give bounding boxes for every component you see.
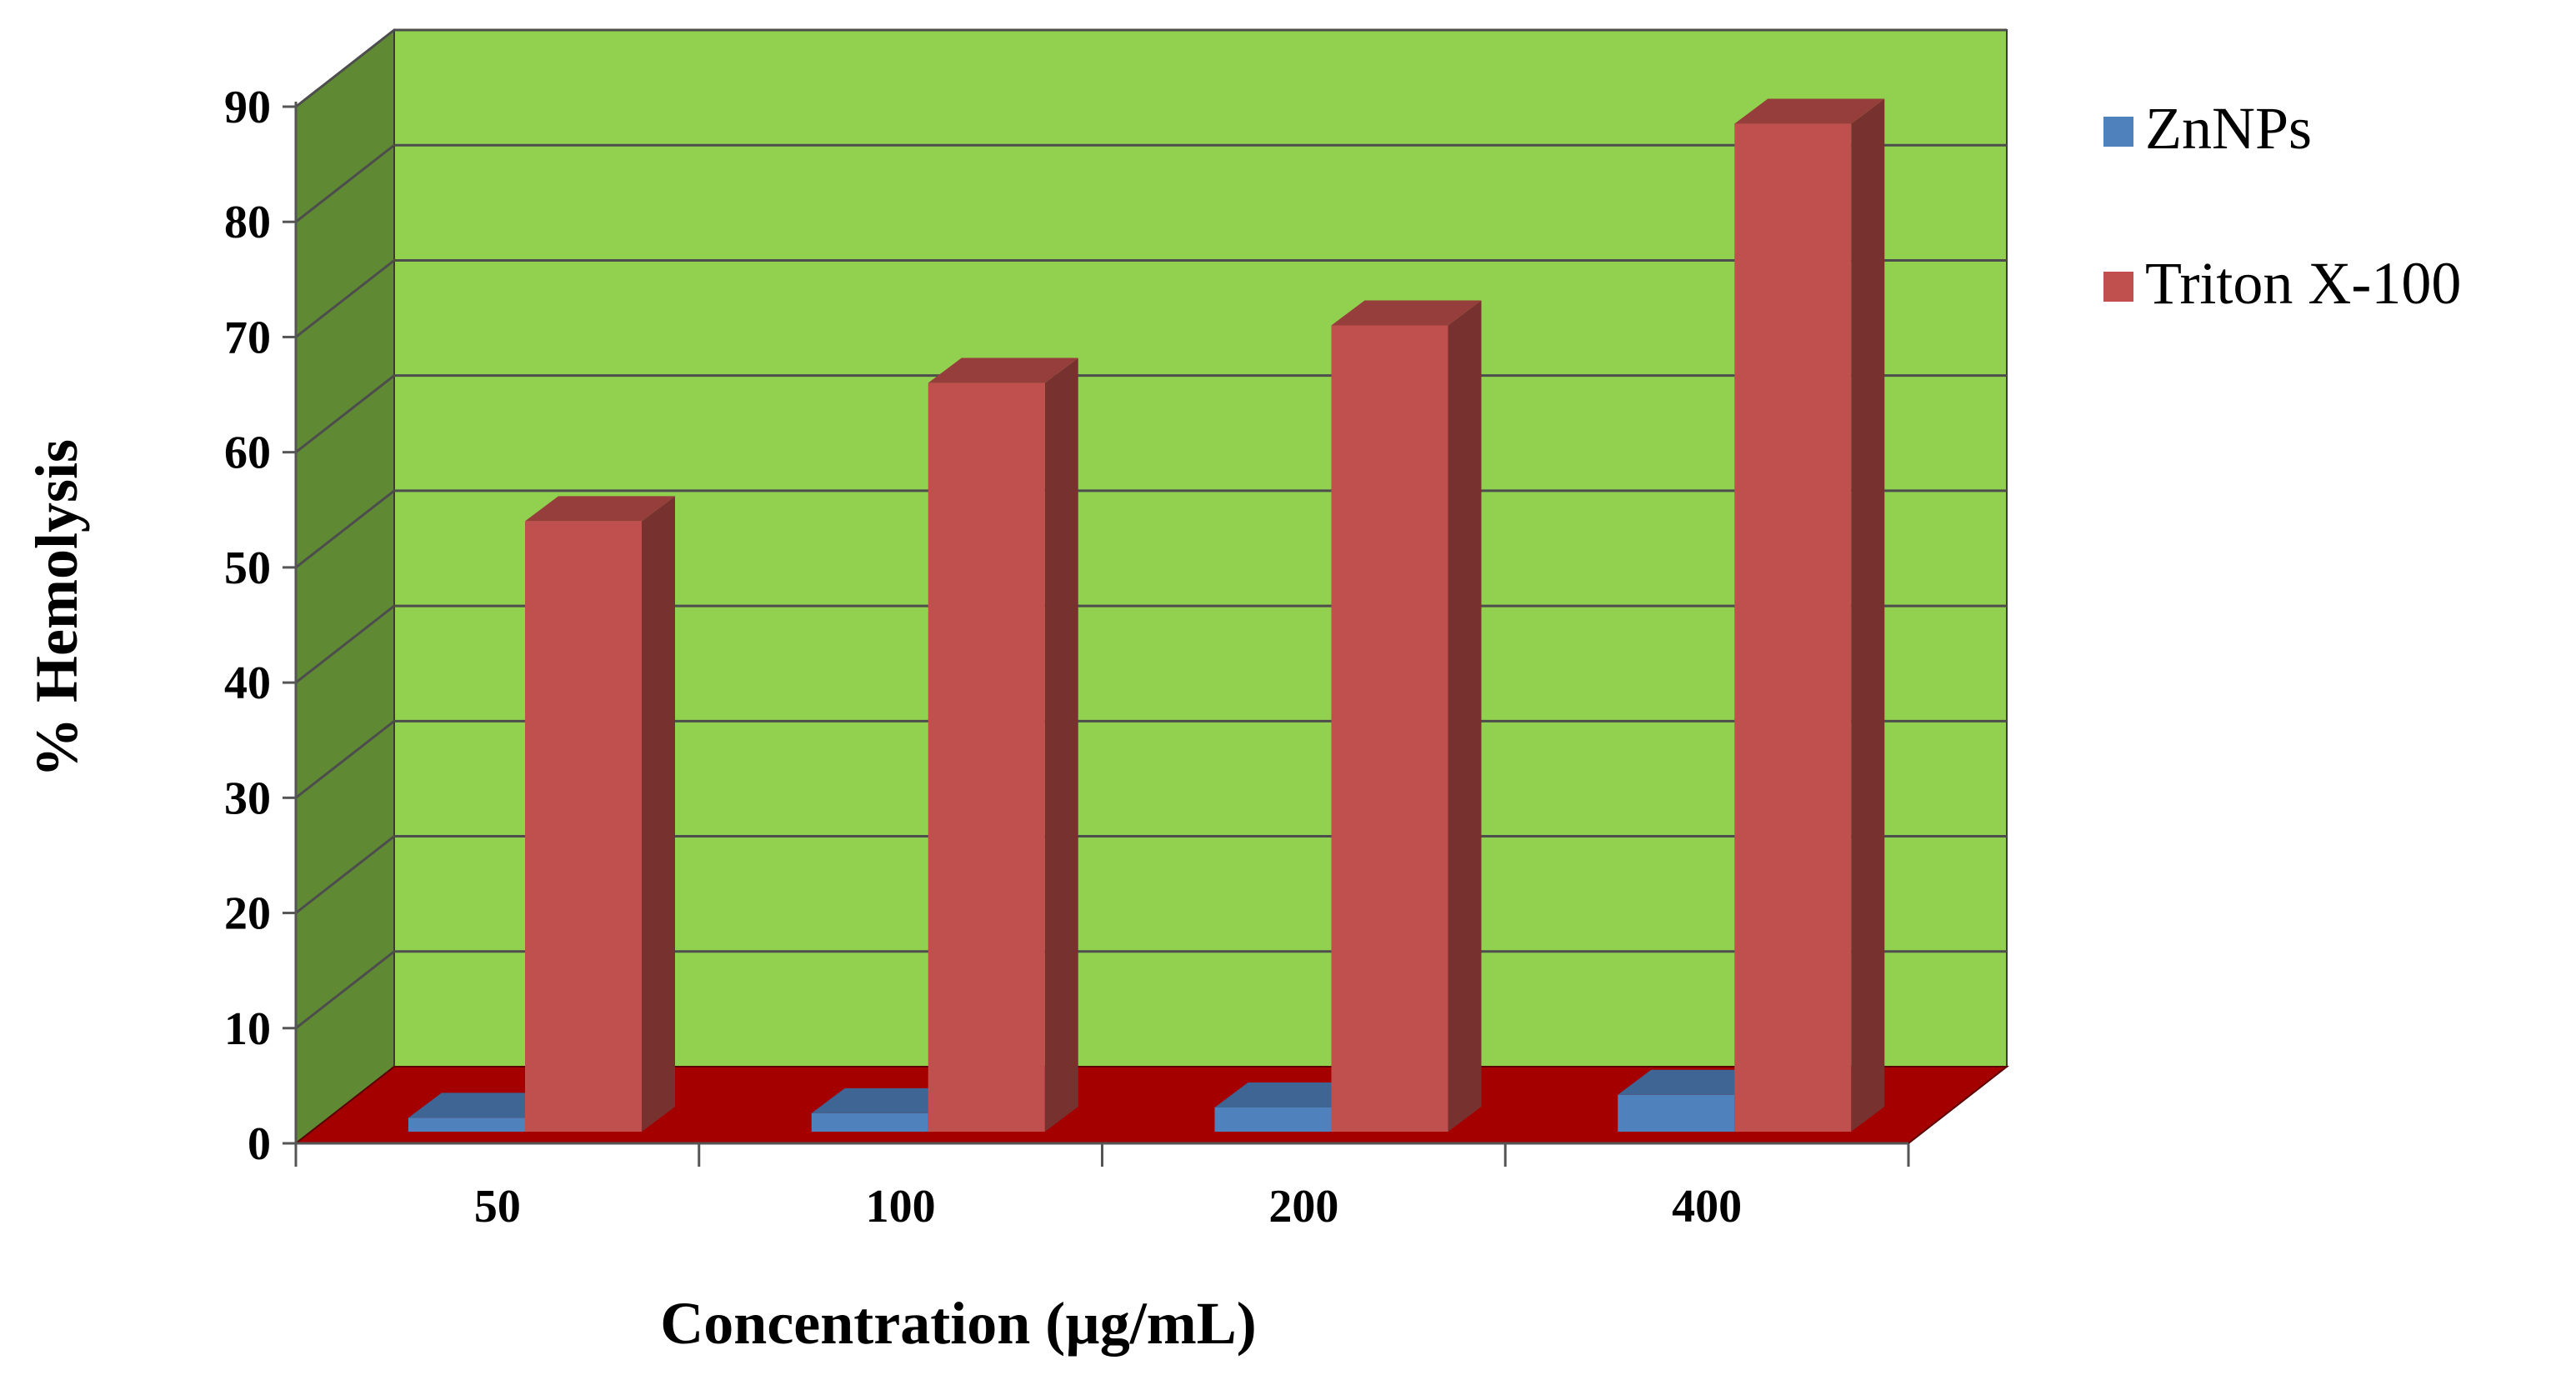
gridline-80	[295, 143, 2007, 223]
bars	[408, 98, 1885, 1132]
x-tick-labels: 50 100 200 400	[474, 1181, 1742, 1232]
y-tick-label-60: 60	[224, 428, 271, 479]
y-tick-label-40: 40	[224, 658, 271, 709]
gridline-70	[295, 258, 2007, 338]
bar-triton-100-front	[928, 382, 1045, 1132]
y-tick-label-70: 70	[224, 312, 271, 363]
bar-triton-200-front	[1331, 325, 1448, 1132]
x-tick-label-50: 50	[474, 1181, 521, 1232]
bar-triton-50	[525, 496, 675, 1132]
bar-triton-200	[1331, 300, 1482, 1132]
bar-triton-50-side	[642, 496, 675, 1132]
bar-triton-400	[1734, 98, 1885, 1132]
bar-triton-400-side	[1851, 98, 1885, 1132]
y-tick-label-90: 90	[224, 82, 271, 133]
bar-triton-100-side	[1044, 358, 1078, 1132]
x-tick-label-200: 200	[1268, 1181, 1338, 1232]
y-tick-label-80: 80	[224, 197, 271, 248]
bar-triton-50-top	[525, 496, 675, 522]
gridline-90	[295, 28, 2007, 108]
y-tick-label-50: 50	[224, 542, 271, 594]
bar-znnps-200-top	[1214, 1082, 1365, 1108]
x-tick-label-400: 400	[1672, 1181, 1742, 1232]
bar-triton-200-side	[1448, 300, 1482, 1132]
bar-triton-400-top	[1734, 98, 1885, 124]
legend-swatch-triton	[2103, 272, 2133, 302]
x-tick-label-100: 100	[866, 1181, 936, 1232]
bar-znnps-400-top	[1618, 1069, 1768, 1095]
bar-triton-100-top	[928, 358, 1078, 383]
legend-swatch-znnps	[2103, 117, 2133, 147]
bar-triton-400-front	[1734, 123, 1852, 1132]
legend-label-triton: Triton X-100	[2145, 250, 2461, 317]
y-tick-label-20: 20	[224, 888, 271, 940]
bar-znnps-400-front	[1618, 1094, 1735, 1132]
bar-triton-50-front	[525, 521, 642, 1132]
bar-znnps-100-front	[811, 1112, 928, 1132]
y-tick-labels: 0 10 20 30 40 50 60 70 80 90	[224, 82, 271, 1170]
bar-znnps-50-front	[408, 1118, 525, 1132]
axes	[283, 102, 1910, 1167]
y-axis-title: % Hemolysis	[23, 439, 90, 778]
bar-triton-100	[928, 358, 1078, 1132]
y-tick-label-0: 0	[248, 1118, 271, 1170]
bar-znnps-200-front	[1214, 1107, 1332, 1132]
bar-znnps-50-top	[408, 1092, 558, 1118]
y-tick-label-10: 10	[224, 1003, 271, 1055]
legend: ZnNPs Triton X-100	[2103, 95, 2461, 317]
bar-triton-200-top	[1331, 300, 1482, 326]
plot-walls	[293, 28, 2009, 1146]
y-tick-label-30: 30	[224, 772, 271, 824]
bar-znnps-100-top	[811, 1088, 962, 1113]
legend-label-znnps: ZnNPs	[2145, 95, 2312, 162]
x-axis-title: Concentration (µg/mL)	[660, 1290, 1256, 1357]
side-wall	[295, 28, 395, 1146]
